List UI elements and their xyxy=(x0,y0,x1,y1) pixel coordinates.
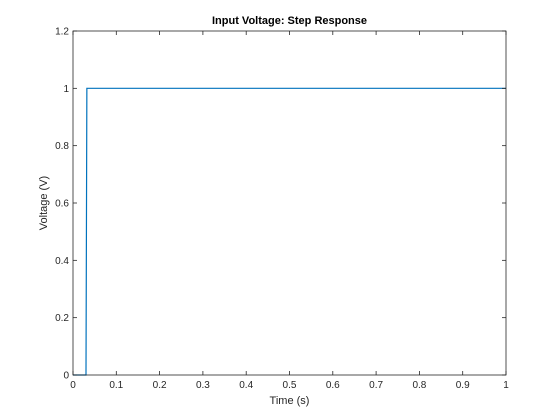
x-tick-label: 1 xyxy=(503,380,509,391)
y-tick-label: 1 xyxy=(63,84,69,95)
x-axis-label: Time (s) xyxy=(270,395,310,407)
y-tick-label: 0.8 xyxy=(55,141,69,152)
x-tick-label: 0.9 xyxy=(456,380,470,391)
x-axis-ticks: 0 0.1 0.2 0.3 0.4 0.5 0.6 0.7 0.8 0.9 1 xyxy=(70,31,509,391)
x-tick-label: 0.3 xyxy=(196,380,210,391)
x-tick-label: 0.8 xyxy=(412,380,426,391)
x-tick-label: 0.6 xyxy=(326,380,340,391)
y-tick-label: 0.4 xyxy=(55,256,69,267)
x-tick-label: 0 xyxy=(70,380,76,391)
chart-title: Input Voltage: Step Response xyxy=(212,15,367,27)
x-tick-label: 0.4 xyxy=(239,380,253,391)
x-tick-label: 0.1 xyxy=(109,380,123,391)
x-tick-label: 0.7 xyxy=(369,380,383,391)
y-tick-label: 1.2 xyxy=(55,27,69,38)
y-tick-label: 0.6 xyxy=(55,199,69,210)
y-tick-label: 0.2 xyxy=(55,313,69,324)
y-axis-ticks: 0 0.2 0.4 0.6 0.8 1 1.2 xyxy=(55,27,506,382)
plot-area xyxy=(73,31,506,375)
x-tick-label: 0.2 xyxy=(153,380,167,391)
y-axis-label: Voltage (V) xyxy=(38,176,50,230)
y-tick-label: 0 xyxy=(63,371,69,382)
x-tick-label: 0.5 xyxy=(283,380,297,391)
